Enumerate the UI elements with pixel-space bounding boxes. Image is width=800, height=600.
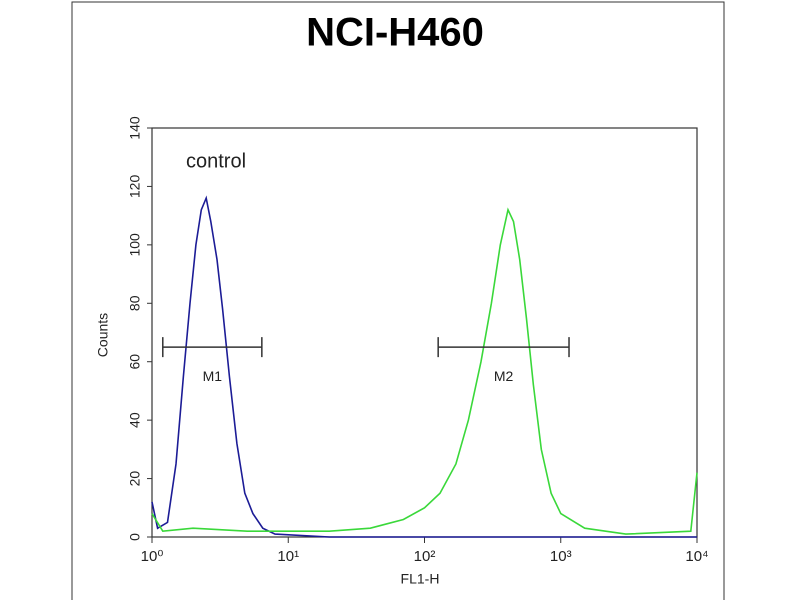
histogram-line — [151, 195, 697, 538]
y-tick-label: 20 — [127, 471, 143, 487]
marker-label: M2 — [494, 368, 514, 384]
x-tick-label: 10⁰ — [141, 548, 164, 565]
y-tick-label: 120 — [127, 175, 143, 199]
y-tick-label: 0 — [127, 533, 143, 541]
frame — [71, 1, 725, 600]
x-tick-label: 10¹ — [277, 548, 299, 565]
annotation: control — [186, 150, 246, 172]
marker-bracket — [437, 337, 570, 358]
y-axis-label: Counts — [95, 313, 111, 357]
y-tick-label: 40 — [127, 412, 143, 428]
x-tick-label: 10² — [414, 548, 436, 565]
x-axis-label: FL1-H — [401, 571, 440, 587]
x-tick-label: 10³ — [550, 548, 572, 565]
y-tick-label: 80 — [127, 295, 143, 311]
marker-bracket — [162, 337, 263, 358]
histogram-line — [151, 207, 698, 535]
y-tick-label: 140 — [127, 116, 143, 140]
y-tick-label: 100 — [127, 233, 143, 257]
marker-label: M1 — [203, 368, 223, 384]
plot-area — [151, 127, 698, 538]
y-tick-label: 60 — [127, 354, 143, 370]
chart-title: NCI-H460 — [306, 11, 484, 55]
x-tick-label: 10⁴ — [685, 548, 708, 565]
